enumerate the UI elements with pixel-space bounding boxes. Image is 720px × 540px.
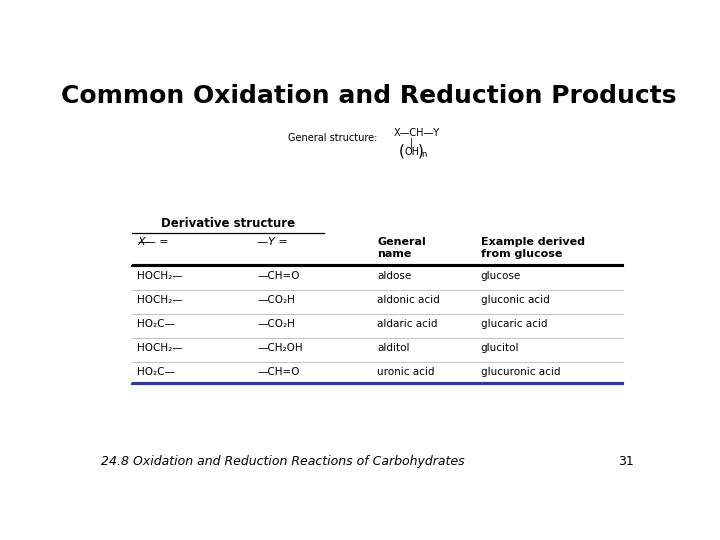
Text: General
name: General name [377,238,426,259]
Text: Common Oxidation and Reduction Products: Common Oxidation and Reduction Products [61,84,677,107]
Text: aldonic acid: aldonic acid [377,295,440,305]
Text: HO₂C—: HO₂C— [138,319,175,329]
Text: HO₂C—: HO₂C— [138,367,175,377]
Text: —CO₂H: —CO₂H [258,319,295,329]
Text: X— =: X— = [138,238,169,247]
Text: glucuronic acid: glucuronic acid [481,367,560,377]
Text: 24.8 Oxidation and Reduction Reactions of Carbohydrates: 24.8 Oxidation and Reduction Reactions o… [101,455,465,468]
Text: n: n [421,150,426,159]
Text: ): ) [418,144,423,158]
Text: glucitol: glucitol [481,343,519,353]
Text: glucose: glucose [481,271,521,281]
Text: —CO₂H: —CO₂H [258,295,295,305]
Text: Derivative structure: Derivative structure [161,217,295,230]
Text: —: — [138,238,148,247]
Text: HOCH₂—: HOCH₂— [138,343,183,353]
Text: —Y =: —Y = [258,238,288,247]
Text: —CH₂OH: —CH₂OH [258,343,303,353]
Text: (: ( [399,144,405,158]
Text: General structure:: General structure: [288,133,377,144]
Text: aldaric acid: aldaric acid [377,319,438,329]
Text: |: | [410,137,413,148]
Text: 31: 31 [618,455,634,468]
Text: alditol: alditol [377,343,410,353]
Text: gluconic acid: gluconic acid [481,295,549,305]
Text: HOCH₂—: HOCH₂— [138,295,183,305]
Text: —CH=O: —CH=O [258,271,300,281]
Text: —CH=O: —CH=O [258,367,300,377]
Text: OH: OH [404,147,419,157]
Text: uronic acid: uronic acid [377,367,435,377]
Text: aldose: aldose [377,271,412,281]
Text: X—CH—Y: X—CH—Y [394,129,440,138]
Text: Example derived
from glucose: Example derived from glucose [481,238,585,259]
Text: glucaric acid: glucaric acid [481,319,547,329]
Text: HOCH₂—: HOCH₂— [138,271,183,281]
